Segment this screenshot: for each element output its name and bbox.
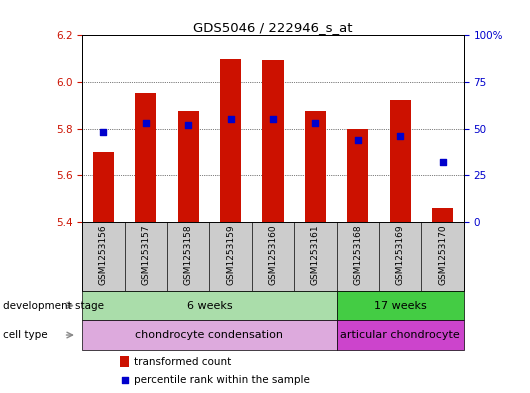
Text: 17 weeks: 17 weeks [374,301,427,310]
Point [311,120,320,126]
Text: GSM1253156: GSM1253156 [99,224,108,285]
Text: GSM1253169: GSM1253169 [396,224,404,285]
Bar [337,320,464,350]
Bar [432,208,453,222]
Title: GDS5046 / 222946_s_at: GDS5046 / 222946_s_at [193,21,352,34]
Text: GSM1253161: GSM1253161 [311,224,320,285]
Text: articular chondrocyte: articular chondrocyte [340,330,460,340]
Bar [135,92,156,222]
Text: GSM1253170: GSM1253170 [438,224,447,285]
Bar [305,111,326,222]
Text: development stage: development stage [3,301,104,310]
Point [269,116,277,123]
Text: cell type: cell type [3,330,47,340]
Text: GSM1253158: GSM1253158 [184,224,192,285]
Text: GSM1253168: GSM1253168 [354,224,362,285]
Text: GSM1253157: GSM1253157 [142,224,150,285]
Bar [347,129,368,222]
Bar [178,111,199,222]
Bar [82,320,337,350]
Text: GSM1253159: GSM1253159 [226,224,235,285]
Point [120,377,129,384]
Point [184,122,192,128]
Text: percentile rank within the sample: percentile rank within the sample [134,375,310,386]
Text: GSM1253160: GSM1253160 [269,224,277,285]
Point [142,120,150,126]
Point [354,137,362,143]
Bar [120,356,129,367]
Point [99,129,108,136]
Point [438,159,447,165]
Bar [262,60,284,222]
Text: transformed count: transformed count [134,356,231,367]
Bar [93,152,114,222]
Text: chondrocyte condensation: chondrocyte condensation [135,330,284,340]
Bar [390,99,411,222]
Point [396,133,404,140]
Bar [82,291,337,320]
Point [226,116,235,123]
Bar [220,59,241,222]
Bar [337,291,464,320]
Text: 6 weeks: 6 weeks [187,301,232,310]
